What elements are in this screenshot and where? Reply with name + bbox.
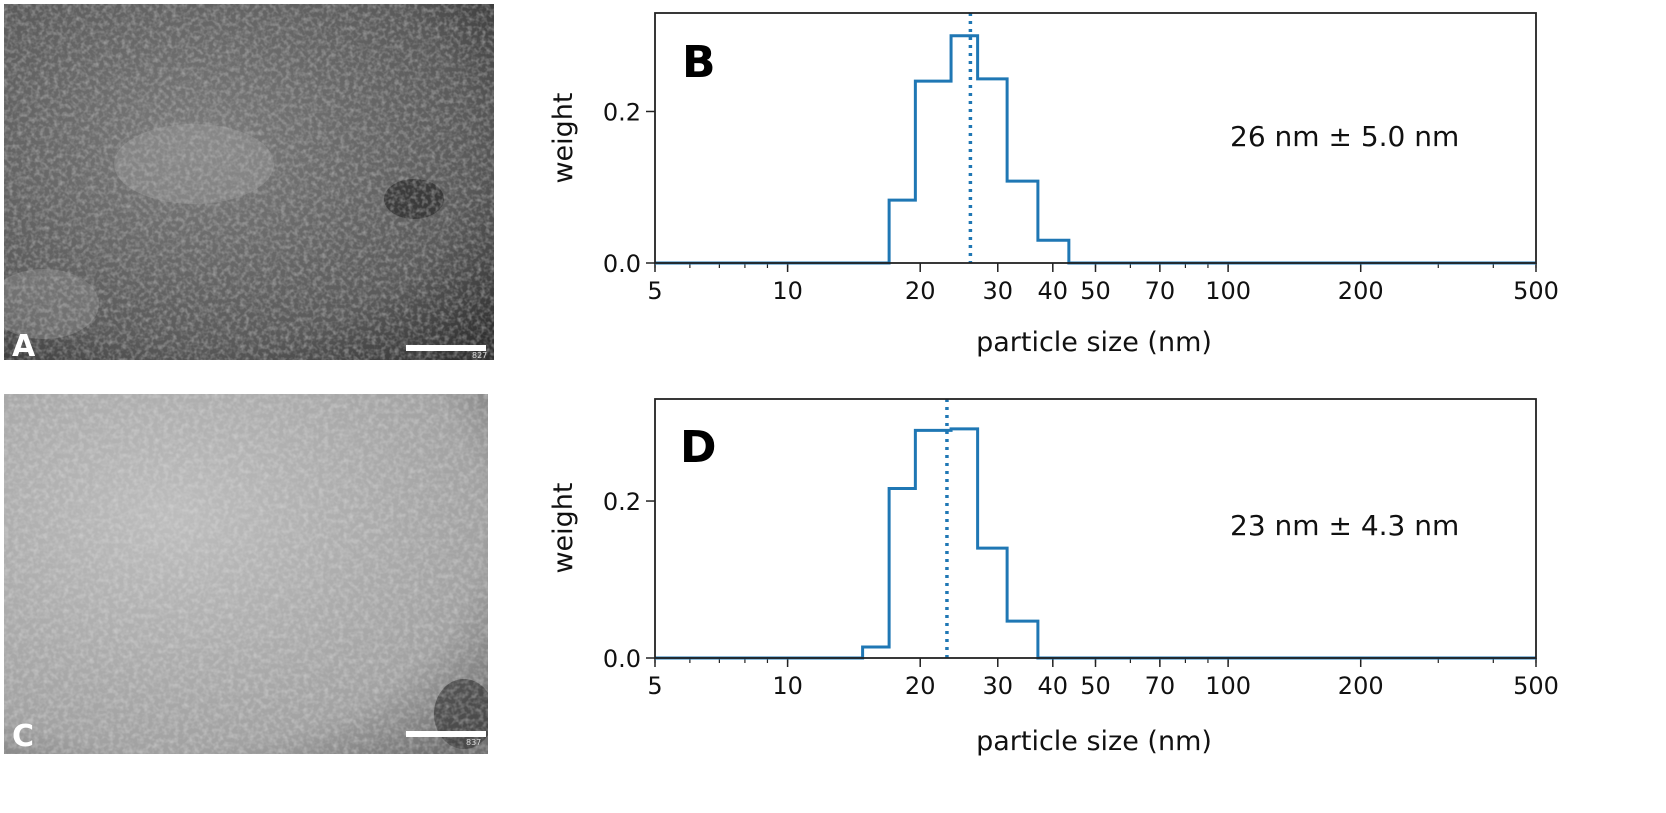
x-tick-label: 200: [1338, 672, 1384, 700]
x-axis-title-b: particle size (nm): [976, 327, 1212, 358]
image-letter-a: A: [12, 329, 36, 360]
x-tick-label: 30: [983, 672, 1014, 700]
x-tick-label: 20: [905, 277, 936, 305]
x-tick-label: 30: [983, 277, 1014, 305]
histogram-step-line: [655, 34, 1536, 265]
x-tick-label: 40: [1038, 277, 1069, 305]
x-tick-label: 10: [772, 277, 803, 305]
tem-image-a: A 827: [4, 4, 494, 360]
histogram-step-line: [655, 427, 1536, 660]
x-tick-label: 100: [1205, 672, 1251, 700]
image-letter-c: C: [12, 719, 34, 754]
size-annotation-d: 23 nm ± 4.3 nm: [1230, 509, 1459, 542]
y-tick-label: 0.2: [603, 98, 641, 126]
size-annotation-b: 26 nm ± 5.0 nm: [1230, 120, 1459, 153]
panel-letter-d: D: [680, 422, 717, 473]
x-tick-label: 200: [1338, 277, 1384, 305]
x-tick-label: 40: [1038, 672, 1069, 700]
x-tick-label: 20: [905, 672, 936, 700]
panel-letter-b: B: [682, 37, 716, 88]
x-tick-label: 5: [647, 672, 662, 700]
x-tick-label: 10: [772, 672, 803, 700]
x-tick-label: 70: [1145, 277, 1176, 305]
x-tick-label: 50: [1080, 277, 1111, 305]
y-axis-title-b: weight: [548, 92, 579, 183]
x-tick-label: 500: [1513, 277, 1559, 305]
scale-bar-label: 827: [472, 351, 487, 360]
x-tick-label: 500: [1513, 672, 1559, 700]
x-tick-label: 50: [1080, 672, 1111, 700]
plot-frame: [654, 12, 1537, 264]
x-tick-label: 5: [647, 277, 662, 305]
y-tick-label: 0.0: [603, 250, 641, 278]
y-tick-label: 0.0: [603, 645, 641, 673]
scale-bar: [406, 345, 486, 351]
scale-bar-label: 837: [466, 738, 481, 747]
x-axis-title-d: particle size (nm): [976, 726, 1212, 757]
y-axis-title-d: weight: [548, 482, 579, 573]
scale-bar: [406, 731, 486, 737]
x-tick-label: 70: [1145, 672, 1176, 700]
x-tick-label: 100: [1205, 277, 1251, 305]
plot-frame: [654, 398, 1537, 659]
y-tick-label: 0.2: [603, 488, 641, 516]
tem-image-c: C 837: [4, 394, 488, 754]
